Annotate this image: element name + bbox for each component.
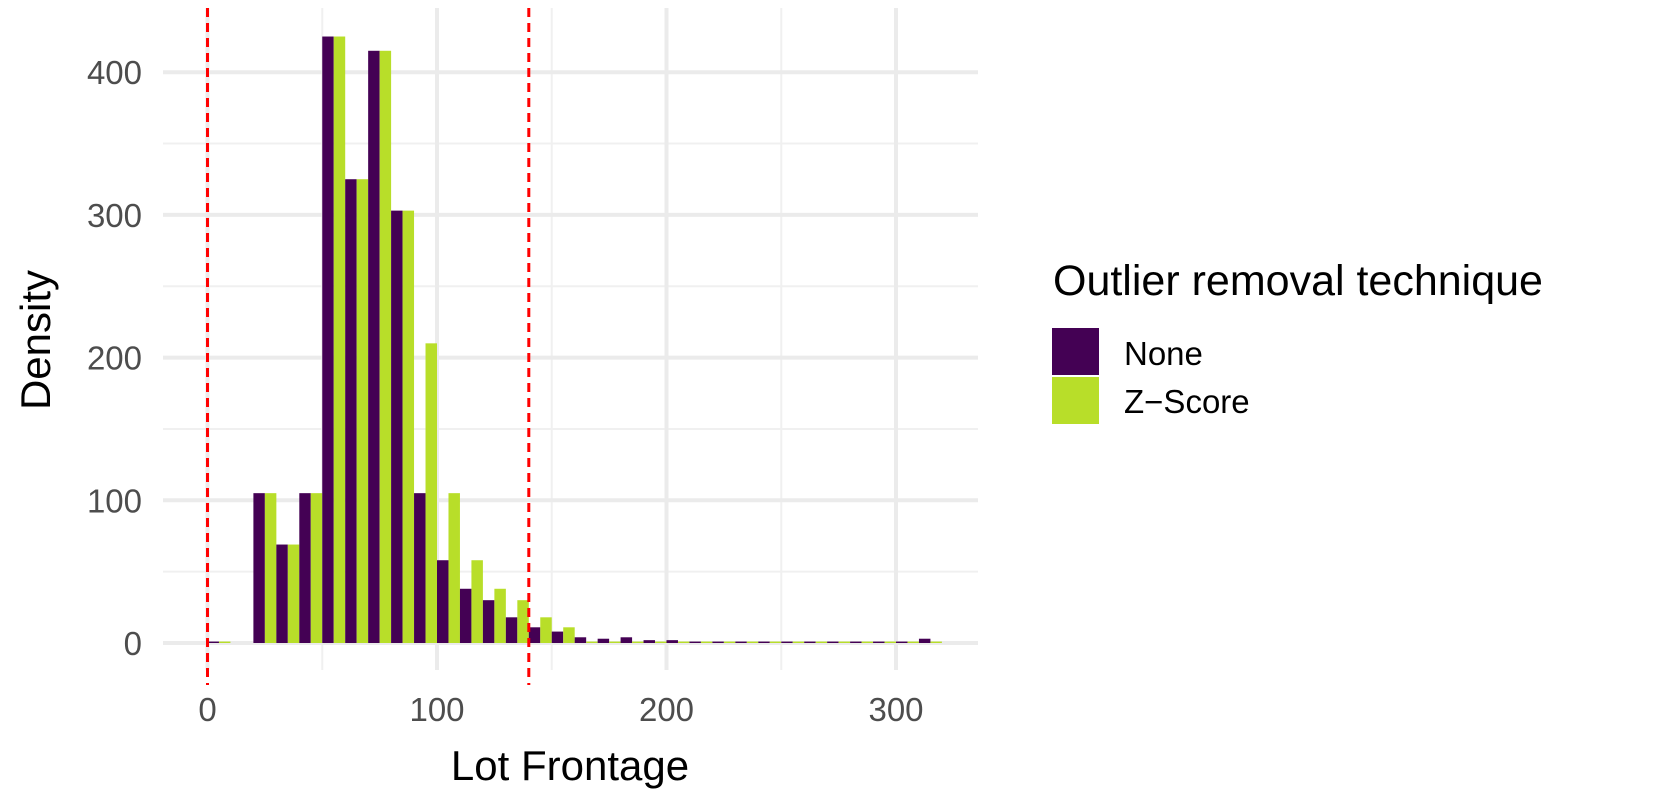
bar-zscore — [218, 641, 231, 643]
x-axis-ticks: 0 100 200 300 — [198, 691, 923, 728]
bar-zscore — [769, 641, 782, 643]
legend-swatch-zscore — [1052, 377, 1099, 424]
x-axis-title: Lot Frontage — [451, 742, 689, 789]
bar-zscore — [310, 493, 323, 643]
bar-zscore — [356, 179, 369, 643]
bar-none — [827, 641, 839, 643]
bar-zscore — [448, 493, 460, 643]
bar-zscore — [861, 641, 874, 643]
bar-none — [276, 544, 288, 643]
bar-none — [781, 641, 793, 643]
bar-zscore — [425, 343, 437, 643]
bar-zscore — [609, 641, 621, 643]
bar-none — [643, 640, 656, 643]
bar-zscore — [333, 36, 346, 643]
bar-zscore — [884, 641, 896, 643]
bar-zscore — [792, 641, 805, 643]
bar-zscore — [655, 641, 667, 643]
bar-none — [459, 588, 472, 643]
y-axis-title: Density — [12, 270, 59, 410]
bar-zscore — [677, 641, 690, 643]
bar-zscore — [700, 641, 713, 643]
bar-none — [551, 631, 564, 643]
bar-none — [528, 627, 541, 643]
bar-zscore — [402, 210, 415, 643]
bar-none — [620, 637, 633, 643]
x-tick-label: 200 — [639, 691, 694, 728]
bar-none — [758, 641, 770, 643]
legend-swatch-none — [1052, 328, 1099, 375]
y-tick-label: 200 — [87, 340, 142, 377]
bar-zscore — [930, 641, 942, 643]
bar-zscore — [540, 617, 552, 643]
bar-zscore — [746, 641, 759, 643]
bar-zscore — [632, 641, 644, 643]
bar-zscore — [838, 641, 851, 643]
bar-none — [207, 641, 219, 643]
bar-none — [918, 638, 931, 643]
reference-lines — [206, 8, 531, 685]
bar-none — [597, 638, 610, 643]
bar-none — [666, 640, 678, 643]
legend-title: Outlier removal technique — [1053, 257, 1543, 305]
bar-none — [414, 493, 426, 643]
bar-zscore — [287, 544, 300, 643]
bar-none — [391, 210, 403, 643]
bar-none — [368, 50, 380, 644]
bar-zscore — [471, 560, 483, 643]
y-tick-label: 300 — [87, 197, 142, 234]
y-tick-label: 0 — [124, 625, 142, 662]
bar-none — [896, 641, 908, 643]
x-tick-label: 300 — [868, 691, 923, 728]
bar-none — [574, 637, 587, 643]
legend: Outlier removal technique None Z−Score — [1052, 257, 1543, 424]
bar-none — [253, 493, 265, 643]
x-tick-label: 0 — [198, 691, 216, 728]
bar-none — [735, 641, 747, 643]
y-tick-label: 100 — [87, 482, 142, 519]
bar-none — [873, 641, 885, 643]
y-tick-label: 400 — [87, 54, 142, 91]
bar-zscore — [379, 50, 392, 644]
bar-none — [482, 600, 495, 643]
bar-none — [345, 179, 357, 643]
bar-zscore — [586, 641, 598, 643]
y-axis-ticks: 0 100 200 300 400 — [87, 54, 142, 662]
bar-none — [437, 560, 449, 643]
bar-zscore — [723, 641, 736, 643]
bar-zscore — [494, 588, 506, 643]
bar-zscore — [907, 641, 919, 643]
bar-none — [505, 617, 518, 643]
bar-none — [712, 641, 724, 643]
bar-none — [299, 493, 311, 643]
bar-zscore — [264, 493, 277, 643]
bar-none — [322, 36, 334, 643]
legend-label-none: None — [1124, 335, 1203, 372]
bar-none — [689, 641, 701, 643]
bar-zscore — [517, 600, 529, 643]
bar-zscore — [815, 641, 828, 643]
legend-label-zscore: Z−Score — [1124, 383, 1250, 420]
histogram-bars — [207, 36, 942, 644]
bar-none — [850, 641, 862, 643]
bar-zscore — [563, 627, 575, 643]
x-tick-label: 100 — [409, 691, 464, 728]
bar-none — [804, 641, 816, 643]
